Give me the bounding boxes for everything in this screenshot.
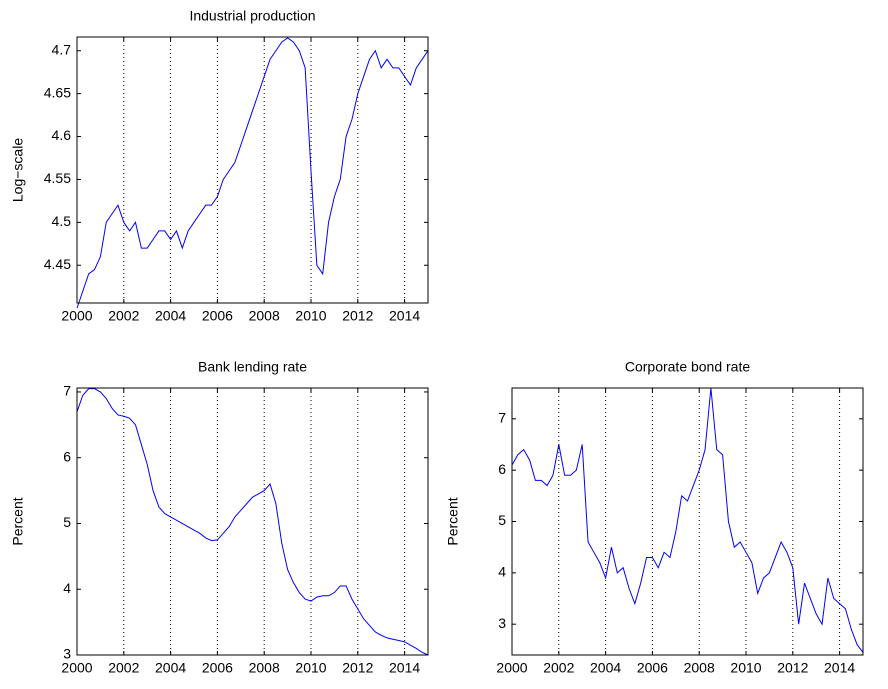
plot-area [77,37,428,303]
x-tick-label: 2006 [202,660,233,676]
x-tick-label: 2004 [155,660,186,676]
y-tick-label: 5 [63,514,71,530]
x-tick-label: 2006 [202,308,233,324]
y-tick-label: 4.6 [52,127,72,143]
y-tick-label: 4.5 [52,213,72,229]
y-tick-label: 4 [63,580,71,596]
y-tick-label: 4.55 [44,170,71,186]
plot-area [512,388,863,655]
x-tick-label: 2004 [155,308,186,324]
x-tick-label: 2012 [342,660,373,676]
y-tick-label: 6 [63,448,71,464]
x-tick-label: 2012 [342,308,373,324]
x-tick-label: 2000 [61,660,92,676]
y-axis-label: Percent [10,497,26,545]
y-axis-label: Percent [445,497,461,545]
y-tick-label: 4.65 [44,84,71,100]
x-tick-label: 2014 [824,660,855,676]
axes-box [76,387,429,656]
chart-title: Bank lending rate [198,359,307,375]
y-tick-label: 3 [63,646,71,662]
axes-box [511,387,864,656]
y-tick-label: 4 [498,564,506,580]
y-axis-label: Log−scale [10,138,26,202]
y-tick-label: 7 [63,383,71,399]
y-tick-label: 6 [498,461,506,477]
plot-area [77,388,428,655]
x-tick-label: 2008 [684,660,715,676]
x-tick-label: 2008 [249,308,280,324]
y-tick-label: 7 [498,410,506,426]
y-tick-label: 4.7 [52,41,72,57]
chart-title: Industrial production [189,8,315,24]
chart-title: Corporate bond rate [625,359,751,375]
x-tick-label: 2002 [108,308,139,324]
x-tick-label: 2010 [295,660,326,676]
x-tick-label: 2014 [389,308,420,324]
data-line [76,388,429,656]
y-tick-label: 3 [498,615,506,631]
data-line [511,387,864,653]
x-tick-label: 2010 [295,308,326,324]
y-tick-label: 4.45 [44,256,71,272]
x-tick-label: 2000 [496,660,527,676]
x-tick-label: 2002 [543,660,574,676]
x-tick-label: 2012 [777,660,808,676]
x-tick-label: 2002 [108,660,139,676]
x-tick-label: 2004 [590,660,621,676]
axes-box [76,36,429,304]
x-tick-label: 2006 [637,660,668,676]
x-tick-label: 2010 [730,660,761,676]
data-line [76,37,429,309]
y-tick-label: 5 [498,512,506,528]
x-tick-label: 2014 [389,660,420,676]
x-tick-label: 2008 [249,660,280,676]
x-tick-label: 2000 [61,308,92,324]
